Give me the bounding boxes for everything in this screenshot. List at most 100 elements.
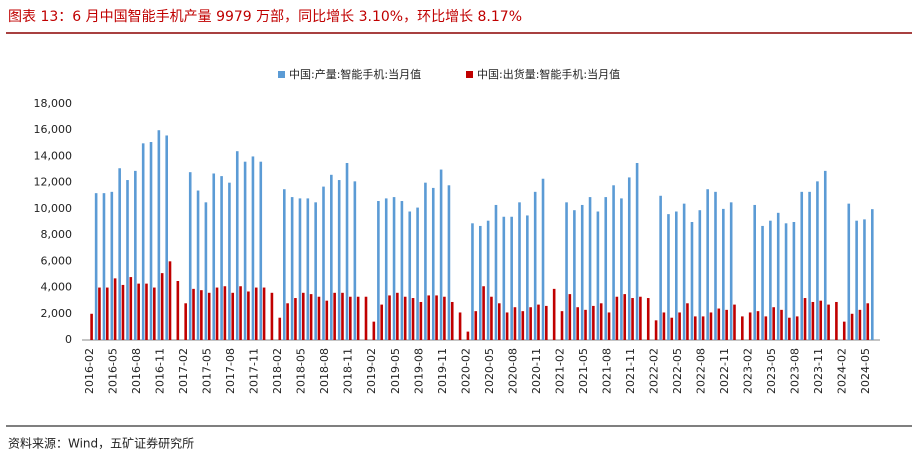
bar xyxy=(314,202,317,340)
bar xyxy=(753,204,756,340)
bar xyxy=(678,312,681,340)
bar xyxy=(349,296,352,340)
bar xyxy=(207,292,211,340)
x-tick-label: 2021-05 xyxy=(577,348,590,394)
x-tick-label: 2016-08 xyxy=(130,348,143,394)
y-tick-label: 16,000 xyxy=(34,123,73,136)
bar xyxy=(447,185,451,340)
bar xyxy=(298,198,302,340)
bar xyxy=(94,193,98,340)
x-tick-label: 2016-11 xyxy=(154,348,167,394)
bar xyxy=(353,181,357,340)
bar xyxy=(725,309,728,340)
bar xyxy=(345,163,349,340)
bar xyxy=(337,180,341,340)
x-tick-label: 2017-02 xyxy=(177,348,190,394)
bar xyxy=(145,283,148,340)
bar xyxy=(479,225,482,340)
bar xyxy=(808,191,811,340)
bar xyxy=(490,296,493,340)
bar xyxy=(129,277,133,340)
bar xyxy=(748,312,752,340)
bar xyxy=(435,295,438,340)
bar xyxy=(309,294,313,340)
bar xyxy=(795,316,799,340)
bar xyxy=(654,320,658,340)
bar xyxy=(243,161,247,340)
bar xyxy=(411,298,415,340)
x-tick-label: 2023-08 xyxy=(789,348,802,394)
bar xyxy=(466,331,470,340)
bar xyxy=(635,163,639,340)
bar xyxy=(533,191,537,340)
y-tick-label: 4,000 xyxy=(41,281,73,294)
bar xyxy=(126,180,129,340)
bar xyxy=(204,202,208,340)
y-tick-label: 8,000 xyxy=(41,228,73,241)
bar xyxy=(431,187,435,340)
x-tick-label: 2017-11 xyxy=(248,348,261,394)
bar xyxy=(565,202,568,340)
y-tick-label: 10,000 xyxy=(34,202,73,215)
bar xyxy=(482,286,485,340)
x-tick-label: 2018-02 xyxy=(271,348,284,394)
bar xyxy=(192,288,195,340)
bar xyxy=(290,197,294,340)
bar xyxy=(153,287,156,340)
bar xyxy=(510,216,513,340)
bar xyxy=(667,214,670,340)
bar xyxy=(615,296,619,340)
bar xyxy=(788,317,791,340)
bar xyxy=(858,309,862,340)
bar xyxy=(576,307,579,340)
bar xyxy=(262,287,266,340)
bar xyxy=(134,170,137,340)
x-tick-label: 2017-08 xyxy=(224,348,237,394)
bar xyxy=(165,135,168,340)
bar xyxy=(612,185,615,340)
bar xyxy=(505,312,509,340)
x-tick-label: 2017-05 xyxy=(201,348,214,394)
x-tick-label: 2020-02 xyxy=(459,348,472,394)
bar xyxy=(620,198,623,340)
x-tick-label: 2023-11 xyxy=(812,348,825,394)
bar xyxy=(424,182,427,340)
bar xyxy=(215,287,219,340)
bar xyxy=(286,303,289,340)
bar xyxy=(137,283,140,340)
x-tick-label: 2022-02 xyxy=(647,348,660,394)
bar xyxy=(400,201,404,340)
bar xyxy=(102,193,106,340)
bar xyxy=(698,210,702,340)
bar xyxy=(439,169,443,340)
legend-swatch xyxy=(466,71,473,78)
bar xyxy=(306,198,310,340)
bar xyxy=(701,316,705,340)
bar xyxy=(317,296,321,340)
x-tick-label: 2018-08 xyxy=(318,348,331,394)
bar xyxy=(827,304,830,340)
bar xyxy=(502,216,506,340)
bar xyxy=(184,303,187,340)
bar xyxy=(443,296,446,340)
bar xyxy=(729,202,733,340)
bar xyxy=(607,312,611,340)
bar xyxy=(235,151,239,340)
bar xyxy=(855,220,858,340)
bar xyxy=(772,307,775,340)
bar xyxy=(604,197,608,340)
bar xyxy=(223,286,227,340)
bar xyxy=(537,304,540,340)
bar xyxy=(662,312,666,340)
bar xyxy=(121,284,125,340)
bar xyxy=(110,191,114,340)
bar xyxy=(90,313,93,340)
bar xyxy=(212,173,216,340)
bar xyxy=(769,220,772,340)
bar xyxy=(105,287,109,340)
bar xyxy=(325,300,329,340)
bar xyxy=(599,303,603,340)
bar xyxy=(168,261,172,340)
bar xyxy=(842,321,846,340)
bar xyxy=(792,222,796,340)
